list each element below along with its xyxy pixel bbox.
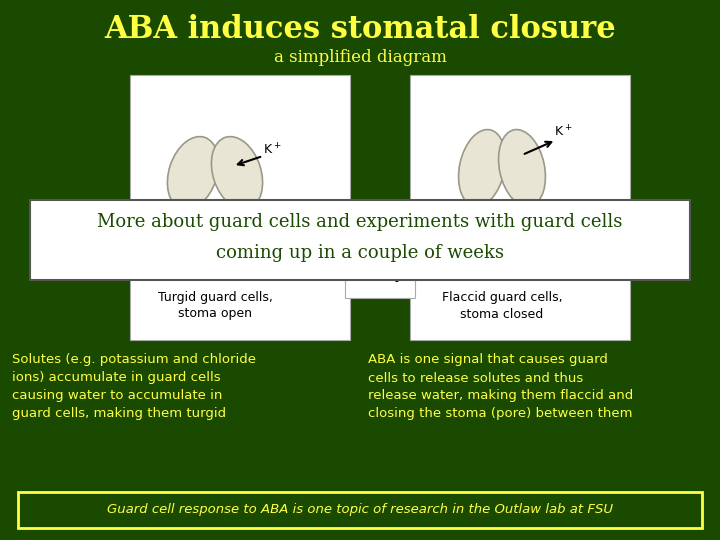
Ellipse shape — [212, 137, 263, 210]
Text: Turgid guard cells,: Turgid guard cells, — [158, 292, 272, 305]
Ellipse shape — [168, 137, 219, 210]
FancyBboxPatch shape — [130, 75, 350, 340]
Text: release water, making them flaccid and: release water, making them flaccid and — [368, 389, 634, 402]
FancyBboxPatch shape — [30, 200, 690, 280]
Text: causing water to accumulate in: causing water to accumulate in — [12, 389, 222, 402]
Text: ions) accumulate in guard cells: ions) accumulate in guard cells — [12, 372, 220, 384]
FancyBboxPatch shape — [18, 492, 702, 528]
FancyBboxPatch shape — [410, 75, 630, 340]
Text: ABA is one signal that causes guard: ABA is one signal that causes guard — [368, 354, 608, 367]
Text: Solutes (e.g. potassium and chloride: Solutes (e.g. potassium and chloride — [12, 354, 256, 367]
Text: stoma open: stoma open — [178, 307, 252, 321]
Ellipse shape — [459, 130, 505, 206]
Text: Flaccid guard cells,: Flaccid guard cells, — [441, 292, 562, 305]
Text: K$^+$: K$^+$ — [554, 124, 572, 140]
Text: ABA induces stomatal closure: ABA induces stomatal closure — [104, 15, 616, 45]
Text: guard cells, making them turgid: guard cells, making them turgid — [12, 408, 226, 421]
Text: Guard cell response to ABA is one topic of research in the Outlaw lab at FSU: Guard cell response to ABA is one topic … — [107, 503, 613, 516]
Text: More about guard cells and experiments with guard cells: More about guard cells and experiments w… — [97, 213, 623, 231]
Text: closing the stoma (pore) between them: closing the stoma (pore) between them — [368, 408, 632, 421]
Text: stoma closed: stoma closed — [460, 307, 544, 321]
Text: Malate⁻: Malate⁻ — [194, 225, 235, 235]
FancyBboxPatch shape — [345, 248, 415, 298]
Text: Malate⁻: Malate⁻ — [502, 225, 542, 235]
Text: coming up in a couple of weeks: coming up in a couple of weeks — [216, 244, 504, 262]
Text: cells to release solutes and thus: cells to release solutes and thus — [368, 372, 583, 384]
Ellipse shape — [498, 130, 546, 206]
Text: ABA: ABA — [368, 252, 392, 265]
Text: a simplified diagram: a simplified diagram — [274, 50, 446, 66]
Text: K$^+$: K$^+$ — [263, 143, 282, 158]
